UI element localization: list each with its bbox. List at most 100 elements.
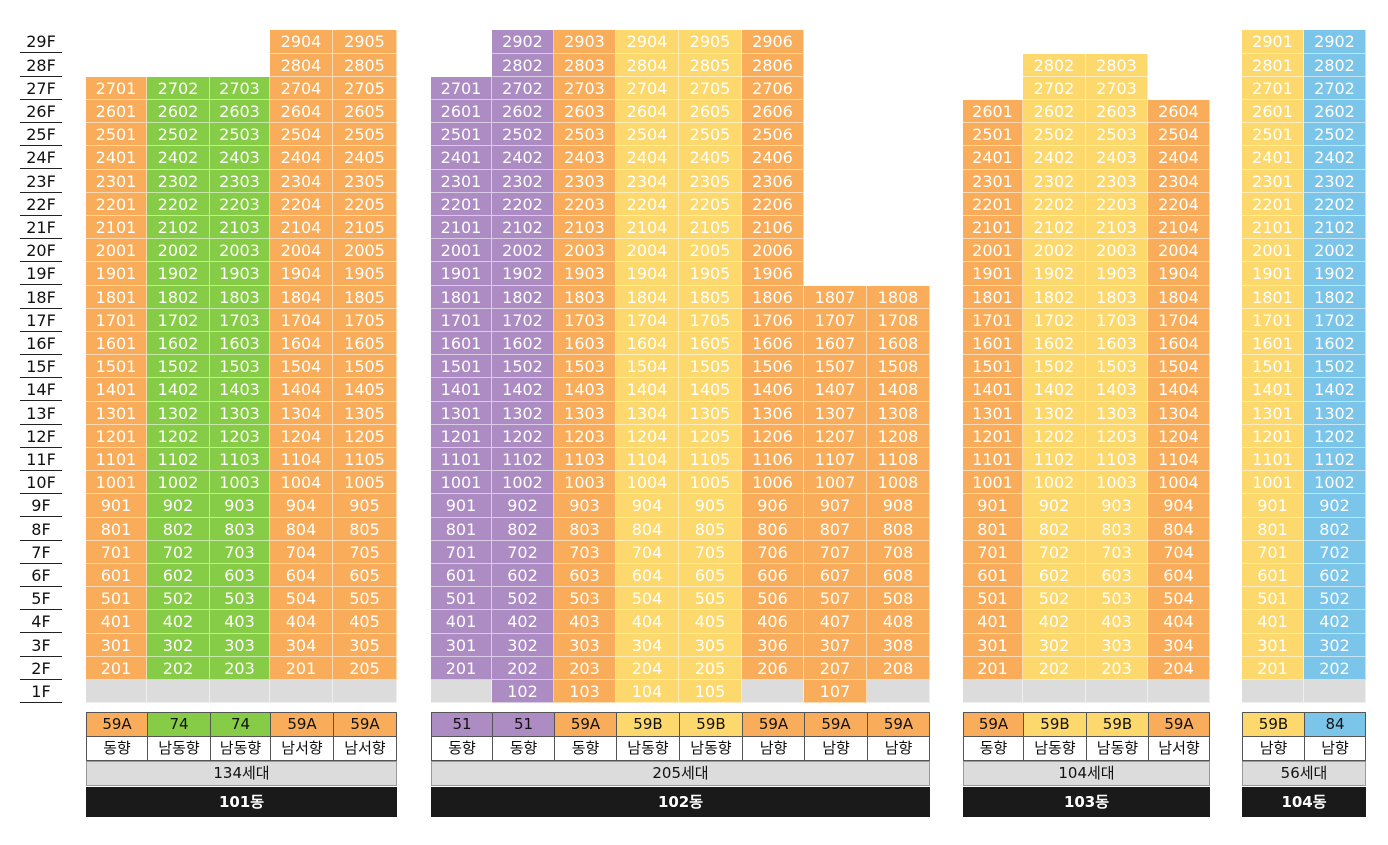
unit-cell: 1101 <box>86 448 147 472</box>
unit-cell: 1102 <box>147 448 210 472</box>
floor-label: 13F <box>20 402 62 425</box>
unit-cell: 2901 <box>1242 30 1304 54</box>
unit-cell: 705 <box>679 540 742 564</box>
unit-cell: 502 <box>147 587 210 611</box>
unit-cell: 2401 <box>963 146 1023 170</box>
unit-cell: 504 <box>270 587 333 611</box>
unit-cell: 1403 <box>1086 378 1148 402</box>
unit-cell: 1002 <box>1023 471 1086 495</box>
unit-cell: 2501 <box>1242 123 1304 147</box>
unit-cell: 1802 <box>492 285 554 309</box>
unit-cell: 2305 <box>333 169 397 193</box>
unit-cell: 405 <box>333 610 397 634</box>
unit-cell: 2906 <box>742 30 804 54</box>
unit-cell: 2104 <box>616 216 679 240</box>
unit-cell: 908 <box>867 494 930 518</box>
orientation-label: 남서향 <box>1148 737 1210 761</box>
unit-cell: 1008 <box>867 471 930 495</box>
unit-cell: 503 <box>210 587 270 611</box>
unit-cell: 1102 <box>1304 448 1366 472</box>
unit-cell: 1703 <box>210 308 270 332</box>
unit-cell: 805 <box>679 517 742 541</box>
unit-cell: 604 <box>616 564 679 588</box>
unit-cell: 1104 <box>1148 448 1210 472</box>
unit-cell: 1605 <box>679 332 742 356</box>
unit-cell: 1101 <box>1242 448 1304 472</box>
unit-cell: 1001 <box>1242 471 1304 495</box>
unit-cell: 608 <box>867 564 930 588</box>
empty-ground-cell <box>963 680 1023 704</box>
floor-label: 28F <box>20 54 62 77</box>
unit-cell: 1602 <box>1304 332 1366 356</box>
unit-cell: 2104 <box>270 216 333 240</box>
unit-type-label: 59B <box>679 712 742 737</box>
empty-ground-cell <box>147 680 210 704</box>
orientation-label: 남향 <box>804 737 867 761</box>
unit-cell: 2803 <box>554 53 616 77</box>
unit-cell: 803 <box>210 517 270 541</box>
unit-cell: 1703 <box>1086 308 1148 332</box>
unit-cell: 704 <box>1148 540 1210 564</box>
unit-cell: 303 <box>210 633 270 657</box>
unit-cell: 2605 <box>333 100 397 124</box>
unit-cell: 1402 <box>1304 378 1366 402</box>
unit-cell: 1701 <box>86 308 147 332</box>
unit-cell: 1904 <box>270 262 333 286</box>
unit-cell: 1402 <box>147 378 210 402</box>
unit-cell: 808 <box>867 517 930 541</box>
unit-cell: 1404 <box>616 378 679 402</box>
unit-cell: 1502 <box>147 355 210 379</box>
unit-cell: 701 <box>963 540 1023 564</box>
unit-cell: 1201 <box>963 424 1023 448</box>
unit-cell: 501 <box>963 587 1023 611</box>
unit-cell: 1502 <box>1304 355 1366 379</box>
floor-label: 11F <box>20 448 62 471</box>
unit-cell: 2001 <box>86 239 147 263</box>
unit-cell: 2802 <box>492 53 554 77</box>
orientation-label: 남서향 <box>333 737 397 761</box>
unit-cell: 2403 <box>554 146 616 170</box>
unit-type-label: 84 <box>1304 712 1366 737</box>
unit-cell: 1407 <box>804 378 867 402</box>
unit-cell: 203 <box>1086 656 1148 680</box>
unit-cell: 1201 <box>431 424 492 448</box>
unit-cell: 1501 <box>431 355 492 379</box>
unit-cell: 2203 <box>554 192 616 216</box>
unit-cell: 1803 <box>210 285 270 309</box>
unit-cell: 1003 <box>554 471 616 495</box>
unit-cell: 506 <box>742 587 804 611</box>
unit-cell: 1902 <box>492 262 554 286</box>
unit-cell: 1304 <box>1148 401 1210 425</box>
building-name: 103동 <box>963 787 1210 817</box>
unit-cell: 1702 <box>492 308 554 332</box>
unit-cell: 307 <box>804 633 867 657</box>
unit-cell: 2606 <box>742 100 804 124</box>
unit-cell: 2102 <box>147 216 210 240</box>
unit-cell: 1904 <box>1148 262 1210 286</box>
unit-cell: 302 <box>492 633 554 657</box>
unit-cell: 903 <box>1086 494 1148 518</box>
unit-cell: 1302 <box>147 401 210 425</box>
unit-cell: 201 <box>270 656 333 680</box>
unit-cell: 2703 <box>1086 76 1148 100</box>
unit-cell: 602 <box>492 564 554 588</box>
unit-cell: 2704 <box>270 76 333 100</box>
unit-cell: 1801 <box>963 285 1023 309</box>
unit-cell: 1702 <box>1023 308 1086 332</box>
unit-cell: 2802 <box>1304 53 1366 77</box>
unit-cell: 1804 <box>616 285 679 309</box>
unit-cell: 703 <box>554 540 616 564</box>
unit-cell: 2103 <box>210 216 270 240</box>
unit-cell: 1204 <box>270 424 333 448</box>
unit-cell: 501 <box>86 587 147 611</box>
unit-cell: 1207 <box>804 424 867 448</box>
unit-cell: 1901 <box>963 262 1023 286</box>
unit-cell: 2701 <box>431 76 492 100</box>
unit-cell: 1602 <box>147 332 210 356</box>
unit-cell: 301 <box>1242 633 1304 657</box>
unit-cell: 2805 <box>333 53 397 77</box>
unit-cell: 2704 <box>616 76 679 100</box>
unit-type-label: 74 <box>147 712 210 737</box>
unit-cell: 2006 <box>742 239 804 263</box>
floor-label: 29F <box>20 30 62 54</box>
